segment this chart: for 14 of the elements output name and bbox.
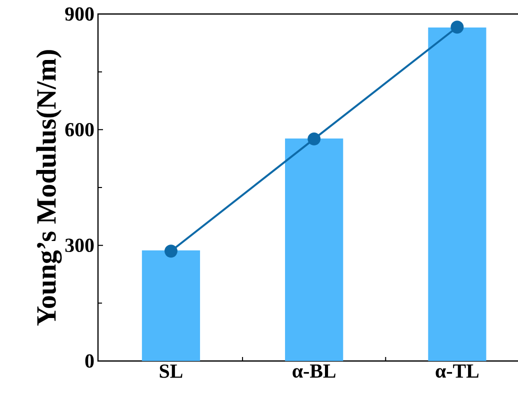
x-tick-label: α-BL <box>292 364 336 378</box>
y-axis-title: Young’s Modulus(N/m) <box>36 50 62 326</box>
point <box>308 132 321 146</box>
bar <box>142 250 200 361</box>
y-tick-label: 600 <box>65 122 94 136</box>
y-tick-label: 0 <box>85 354 94 368</box>
bar <box>285 138 344 361</box>
y-tick-label: 300 <box>65 238 94 252</box>
y-tick-label: 900 <box>65 7 94 21</box>
x-tick-label: α-TL <box>436 364 479 378</box>
point <box>164 244 178 258</box>
bar <box>428 27 486 361</box>
x-tick-label: SL <box>160 364 182 378</box>
point <box>450 20 464 34</box>
